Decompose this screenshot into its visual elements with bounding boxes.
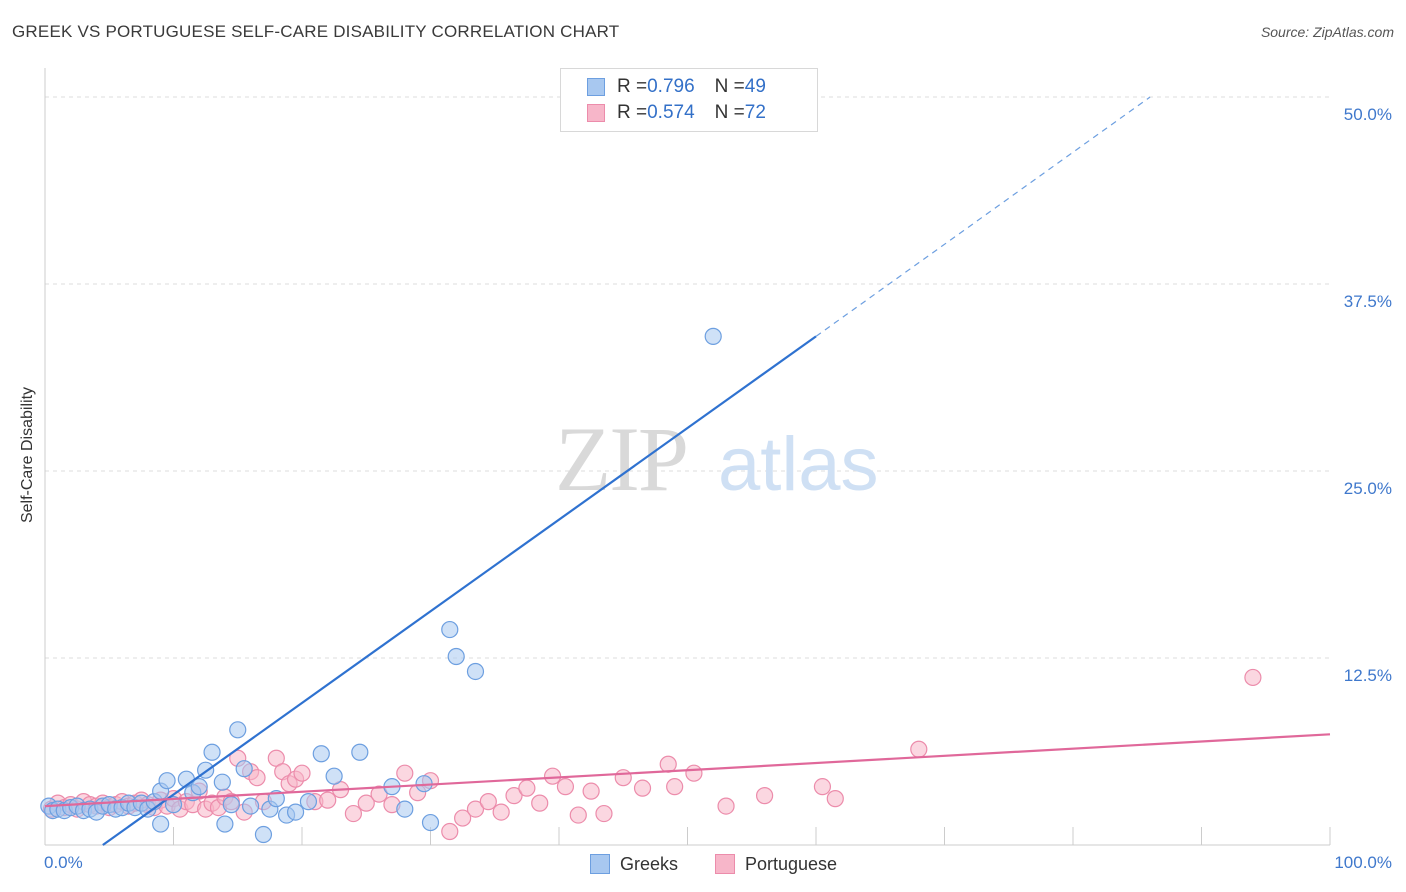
- bottom-legend-portuguese: Portuguese: [715, 852, 837, 876]
- greeks-point-29: [222, 796, 240, 814]
- greeks-points: [40, 327, 722, 844]
- portuguese-point-67: [717, 797, 735, 815]
- portuguese-point-58: [556, 778, 575, 796]
- portuguese-point-38: [293, 764, 311, 782]
- greeks-point-20: [164, 796, 183, 814]
- bottom-legend-greeks: Greeks: [590, 852, 678, 876]
- legend-row-portuguese: R = 0.574 N = 72: [587, 101, 766, 125]
- portuguese-point-42: [344, 804, 362, 823]
- portuguese-point-50: [454, 809, 472, 827]
- portuguese-trend-line: [44, 733, 1331, 808]
- y-tick-label-0: 12.5%: [1343, 666, 1392, 685]
- watermark-atlas: atlas: [718, 422, 879, 507]
- portuguese-point-68: [755, 787, 774, 805]
- portuguese-point-60: [582, 782, 600, 800]
- greeks-point-33: [254, 825, 273, 844]
- chart-title: GREEK VS PORTUGUESE SELF-CARE DISABILITY…: [12, 22, 620, 41]
- y-tick-label-3: 50.0%: [1343, 105, 1392, 124]
- greeks-point-38: [299, 793, 318, 811]
- bottom-legend-label: Greeks: [620, 853, 679, 874]
- greeks-point-26: [203, 743, 221, 761]
- greeks-point-47: [447, 647, 465, 666]
- source-label: Source: ZipAtlas.com: [1260, 24, 1394, 40]
- portuguese-point-43: [357, 794, 375, 812]
- greeks-point-32: [242, 797, 260, 815]
- greeks-point-22: [152, 815, 170, 833]
- watermark-zip: ZIP: [555, 408, 687, 510]
- correlation-legend: R = 0.796 N = 49 R = 0.574 N = 72: [560, 68, 818, 132]
- legend-r-label: R =: [617, 76, 648, 97]
- portuguese-point-71: [910, 740, 928, 758]
- greeks-point-43: [396, 800, 414, 818]
- portuguese-swatch: [715, 854, 735, 874]
- greeks-point-31: [235, 760, 253, 778]
- portuguese-point-69: [813, 778, 832, 796]
- greeks-point-48: [466, 662, 485, 681]
- watermark: ZIP atlas: [555, 408, 879, 510]
- portuguese-point-62: [614, 769, 632, 787]
- portuguese-point-53: [492, 803, 510, 821]
- portuguese-point-55: [518, 779, 536, 797]
- legend-row-greeks: R = 0.796 N = 49: [587, 75, 766, 99]
- x-tick-label-max: 100.0%: [1334, 853, 1392, 872]
- bottom-legend-label: Portuguese: [745, 853, 838, 874]
- grid-lines: [45, 96, 1330, 659]
- legend-n-label: N =: [714, 76, 745, 97]
- greeks-point-46: [441, 620, 459, 639]
- portuguese-point-64: [659, 755, 677, 773]
- greeks-point-35: [267, 790, 285, 808]
- portuguese-point-61: [595, 804, 613, 823]
- portuguese-point-57: [543, 767, 562, 785]
- portuguese-point-51: [466, 800, 485, 818]
- greeks-point-40: [325, 767, 343, 785]
- legend-r-label: R =: [617, 102, 648, 123]
- greeks-point-41: [351, 743, 369, 761]
- portuguese-point-49: [441, 822, 459, 841]
- portuguese-point-52: [479, 793, 497, 811]
- legend-n-label: N =: [714, 102, 745, 123]
- legend-n-value: 49: [744, 76, 766, 97]
- greeks-point-19: [158, 772, 176, 790]
- portuguese-point-66: [685, 764, 703, 782]
- portuguese-point-56: [531, 794, 549, 812]
- legend-r-value: 0.574: [647, 102, 695, 123]
- portuguese-point-54: [505, 787, 523, 805]
- portuguese-point-44: [370, 785, 388, 803]
- greeks-point-24: [190, 778, 208, 796]
- y-tick-label-2: 37.5%: [1343, 292, 1392, 311]
- legend-n-value: 72: [744, 102, 766, 123]
- greeks-trend-line: [102, 335, 817, 846]
- greeks-point-39: [312, 745, 330, 763]
- greeks-point-45: [421, 813, 440, 832]
- greeks-point-49: [704, 327, 722, 345]
- greeks-swatch: [590, 854, 610, 874]
- portuguese-point-59: [569, 806, 587, 824]
- greeks-point-30: [229, 721, 247, 739]
- portuguese-point-70: [826, 790, 844, 808]
- greeks-swatch: [587, 78, 605, 96]
- greeks-point-28: [216, 815, 234, 833]
- portuguese-points: [42, 668, 1262, 841]
- portuguese-swatch: [587, 104, 605, 122]
- portuguese-point-65: [666, 778, 684, 796]
- portuguese-point-46: [396, 764, 414, 782]
- greeks-trend-extension: [815, 96, 1151, 337]
- axes: [44, 68, 1331, 846]
- portuguese-point-40: [319, 791, 337, 809]
- legend-r-value: 0.796: [647, 76, 695, 97]
- portuguese-point-63: [633, 779, 652, 797]
- greeks-point-37: [286, 803, 305, 821]
- greeks-point-27: [213, 773, 231, 791]
- y-tick-label-1: 25.0%: [1343, 479, 1392, 498]
- portuguese-point-32: [248, 769, 266, 787]
- trend-lines: [44, 96, 1331, 846]
- x-tick-label-min: 0.0%: [44, 853, 83, 872]
- portuguese-point-72: [1244, 668, 1262, 687]
